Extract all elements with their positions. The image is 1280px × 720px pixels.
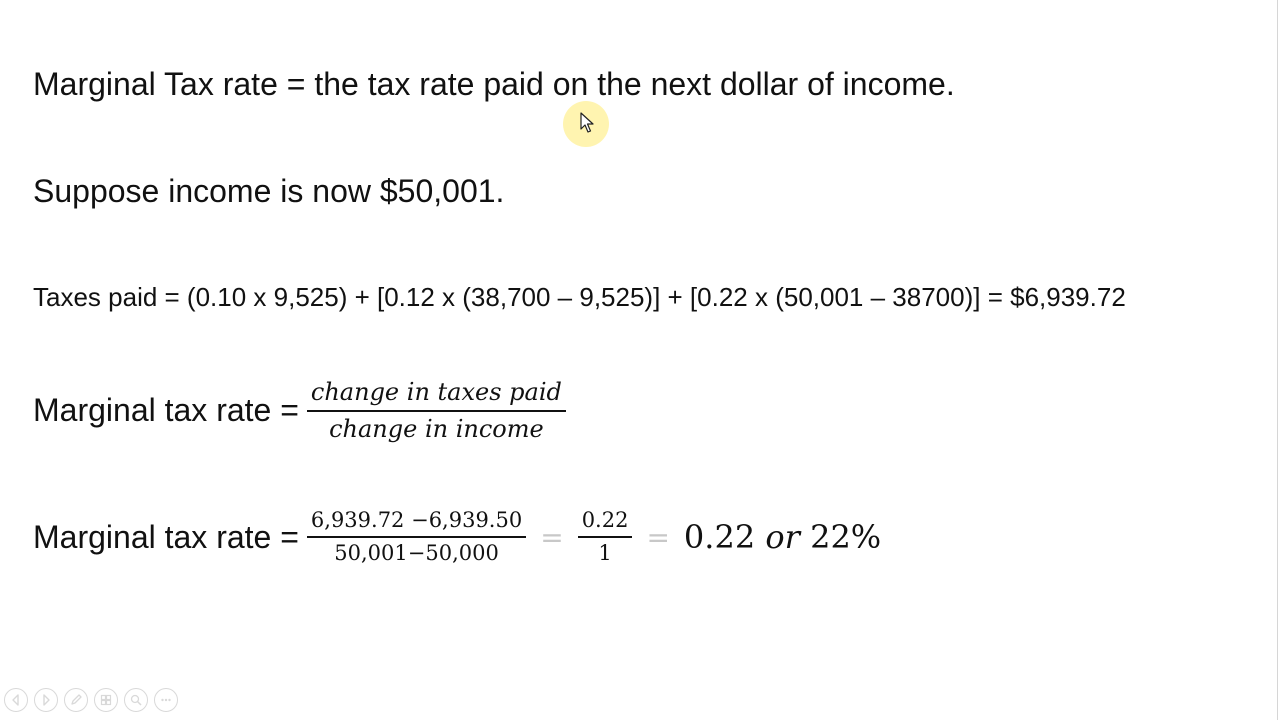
formula-label: Marginal tax rate = bbox=[33, 392, 299, 429]
equals-sign: = bbox=[540, 520, 564, 554]
taxes-paid-calculation: Taxes paid = (0.10 x 9,525) + [0.12 x (3… bbox=[33, 282, 1126, 312]
slides-grid-icon bbox=[100, 694, 112, 706]
mouse-cursor-icon bbox=[580, 112, 594, 133]
fraction-bar bbox=[306, 409, 566, 412]
marginal-tax-definition: Marginal Tax rate = the tax rate paid on… bbox=[33, 66, 955, 102]
fraction-bar bbox=[577, 536, 633, 539]
slide-edge-divider bbox=[1277, 0, 1278, 720]
more-options-button[interactable] bbox=[154, 688, 178, 712]
more-icon bbox=[161, 698, 171, 702]
pen-button[interactable] bbox=[64, 688, 88, 712]
next-icon bbox=[43, 694, 50, 706]
simplified-denominator: 1 bbox=[598, 541, 612, 566]
result-or: or bbox=[765, 518, 800, 557]
formula-numerator: change in taxes paid bbox=[310, 378, 562, 406]
pen-icon bbox=[71, 694, 82, 705]
marginal-rate-formula: Marginal tax rate = change in taxes paid… bbox=[33, 378, 566, 444]
simplified-numerator: 0.22 bbox=[581, 508, 629, 532]
next-slide-button[interactable] bbox=[34, 688, 58, 712]
zoom-button[interactable] bbox=[124, 688, 148, 712]
computation-denominator: 50,001−50,000 bbox=[334, 541, 499, 566]
formula-denominator: change in income bbox=[329, 414, 544, 443]
equals-sign: = bbox=[646, 520, 670, 554]
zoom-icon bbox=[130, 694, 142, 706]
slideshow-toolbar bbox=[4, 688, 178, 712]
result-value: 0.22 or 22% bbox=[684, 518, 881, 556]
see-all-slides-button[interactable] bbox=[94, 688, 118, 712]
computation-fraction: 6,939.72 −6,939.50 50,001−50,000 bbox=[306, 508, 527, 566]
computation-label: Marginal tax rate = bbox=[33, 518, 299, 555]
simplified-fraction: 0.22 1 bbox=[577, 508, 633, 566]
result-percent: 22% bbox=[810, 518, 882, 557]
income-supposition: Suppose income is now $50,001. bbox=[33, 173, 505, 209]
marginal-rate-computation: Marginal tax rate = 6,939.72 −6,939.50 5… bbox=[33, 508, 881, 566]
formula-fraction: change in taxes paid change in income bbox=[306, 378, 566, 444]
computation-numerator: 6,939.72 −6,939.50 bbox=[310, 508, 523, 532]
result-number: 0.22 bbox=[683, 518, 756, 557]
fraction-bar bbox=[306, 536, 527, 539]
previous-icon bbox=[12, 694, 19, 706]
previous-slide-button[interactable] bbox=[4, 688, 28, 712]
